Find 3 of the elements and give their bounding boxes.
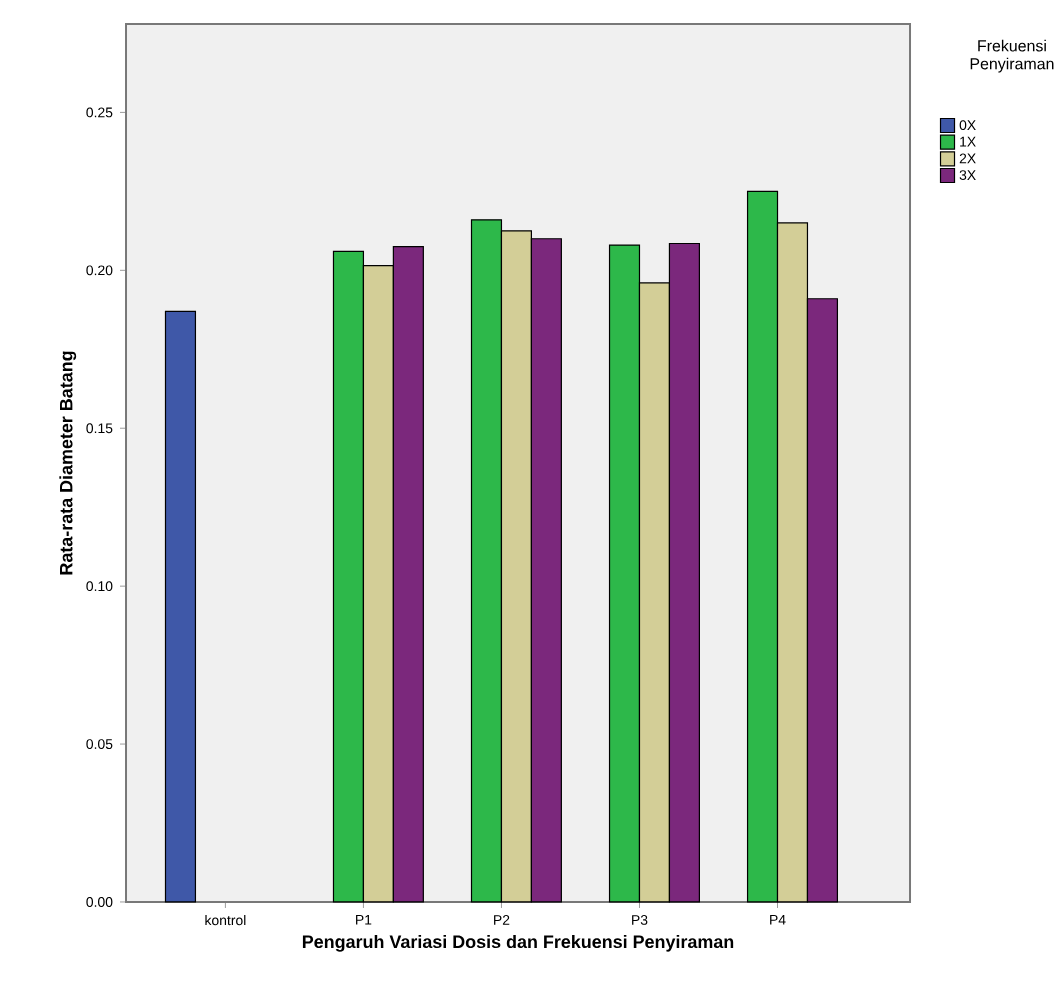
x-axis-title: Pengaruh Variasi Dosis dan Frekuensi Penyiraman: [302, 934, 734, 952]
y-axis-title: Rata-rata Diameter Batang: [59, 351, 77, 575]
bar: [164, 310, 197, 903]
